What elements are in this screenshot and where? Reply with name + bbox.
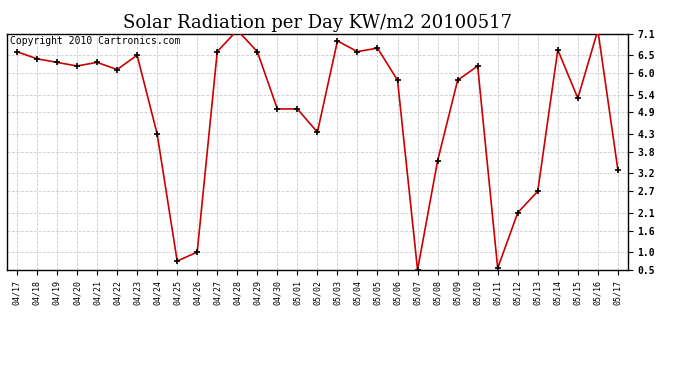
Text: Copyright 2010 Cartronics.com: Copyright 2010 Cartronics.com [10, 36, 180, 46]
Title: Solar Radiation per Day KW/m2 20100517: Solar Radiation per Day KW/m2 20100517 [123, 14, 512, 32]
